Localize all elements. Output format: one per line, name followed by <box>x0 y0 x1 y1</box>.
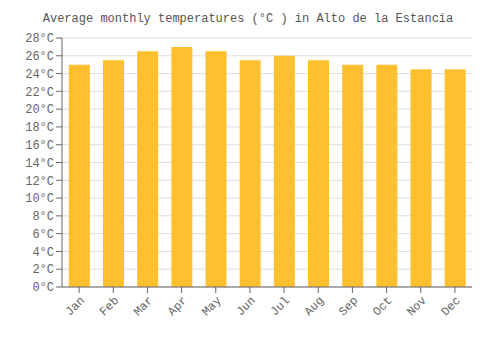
svg-text:16°C: 16°C <box>25 139 54 153</box>
svg-text:2°C: 2°C <box>32 263 54 277</box>
svg-text:26°C: 26°C <box>25 50 54 64</box>
svg-text:Nov: Nov <box>404 294 429 319</box>
svg-text:Feb: Feb <box>97 294 122 319</box>
svg-text:Sep: Sep <box>336 294 361 319</box>
svg-text:Oct: Oct <box>370 294 395 319</box>
svg-text:Apr: Apr <box>165 294 190 319</box>
svg-text:10°C: 10°C <box>25 192 54 206</box>
svg-text:0°C: 0°C <box>32 281 54 295</box>
svg-text:Jun: Jun <box>234 294 259 319</box>
svg-text:12°C: 12°C <box>25 175 54 189</box>
svg-text:Jul: Jul <box>268 294 293 319</box>
svg-text:Jan: Jan <box>63 294 88 319</box>
svg-text:22°C: 22°C <box>25 86 54 100</box>
html-text:Average monthly temperatures (: Average monthly temperatures (°C ) in Al… <box>42 12 454 26</box>
svg-text:20°C: 20°C <box>25 103 54 117</box>
svg-text:Dec: Dec <box>439 294 464 319</box>
svg-text:Aug: Aug <box>302 294 327 319</box>
svg-text:24°C: 24°C <box>25 68 54 82</box>
svg-text:Mar: Mar <box>131 294 156 319</box>
svg-text:14°C: 14°C <box>25 157 54 171</box>
svg-text:May: May <box>199 294 224 319</box>
svg-text:8°C: 8°C <box>32 210 54 224</box>
svg-text:6°C: 6°C <box>32 228 54 242</box>
svg-text:28°C: 28°C <box>25 32 54 46</box>
svg-text:4°C: 4°C <box>32 246 54 260</box>
svg-text:18°C: 18°C <box>25 121 54 135</box>
